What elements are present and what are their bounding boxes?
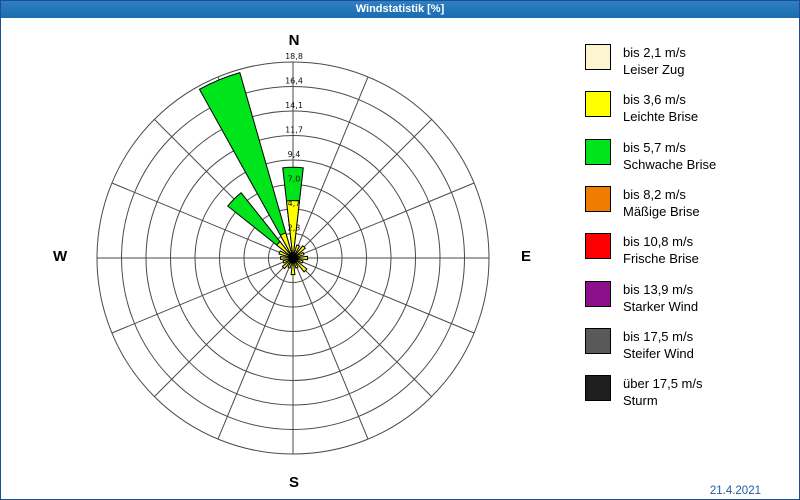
- wind-petal: [291, 257, 295, 263]
- legend-label: bis 5,7 m/s Schwache Brise: [623, 139, 716, 173]
- date-label: 21.4.2021: [709, 485, 761, 497]
- grid-spoke: [154, 257, 294, 397]
- legend-swatch-starker-wind: [585, 280, 611, 307]
- legend-swatch-steifer-wind: [585, 327, 611, 354]
- wind-petal: [279, 232, 294, 259]
- legend-swatch-maessige-brise: [585, 185, 611, 212]
- ring-label: 9,4: [288, 150, 301, 159]
- windrose-chart: 2,3 4,7 7,0 9,4 11,7 14,1 16,4 18,8: [96, 52, 490, 455]
- ring-label: 14,1: [285, 101, 303, 110]
- grid-spoke: [292, 182, 475, 259]
- legend-speed: bis 5,7 m/s: [623, 139, 686, 155]
- legend-desc: Leiser Zug: [623, 62, 685, 78]
- legend-speed: bis 3,6 m/s: [623, 92, 686, 108]
- chart-area: 2,3 4,7 7,0 9,4 11,7 14,1 16,4 18,8 N E S W bis…: [1, 18, 799, 499]
- ring-label: 7,0: [288, 175, 301, 184]
- wind-petal: [291, 252, 295, 259]
- legend-item: bis 17,5 m/s Steifer Wind: [585, 327, 716, 362]
- grid-spoke: [292, 257, 369, 440]
- legend: bis 2,1 m/s Leiser Zug bis 3,6 m/s Leich…: [585, 44, 716, 423]
- legend-swatch-frische-brise: [585, 233, 611, 260]
- legend-swatch-leiser-zug: [585, 44, 611, 70]
- legend-label: bis 13,9 m/s Starker Wind: [623, 281, 698, 315]
- legend-desc: Starker Wind: [623, 298, 699, 314]
- grid-spoke: [292, 119, 432, 259]
- legend-item: über 17,5 m/s Sturm: [585, 375, 716, 409]
- wind-petal: [289, 252, 294, 259]
- wind-petal: [227, 192, 294, 259]
- legend-swatch-sturm: [585, 375, 611, 402]
- grid-spoke: [292, 76, 369, 259]
- wind-petal: [292, 257, 308, 273]
- ring-label: 4,7: [288, 199, 301, 208]
- legend-item: bis 8,2 m/s Mäßige Brise: [585, 185, 716, 220]
- compass-label-south: S: [288, 474, 299, 491]
- legend-label: bis 8,2 m/s Mäßige Brise: [623, 186, 700, 220]
- legend-desc: Leichte Brise: [623, 109, 699, 125]
- legend-swatch-leichte-brise: [585, 91, 611, 118]
- wind-petal: [285, 200, 301, 259]
- grid-spoke: [292, 257, 432, 397]
- grid-spoke: [217, 257, 294, 440]
- window-title: Windstatistik [%]: [355, 3, 445, 15]
- legend-speed: bis 13,9 m/s: [623, 281, 694, 297]
- legend-desc: Schwache Brise: [623, 156, 717, 172]
- legend-item: bis 2,1 m/s Leiser Zug: [585, 44, 716, 78]
- legend-swatch-schwache-brise: [585, 138, 611, 165]
- ring-label: 11,7: [285, 126, 303, 135]
- legend-item: bis 5,7 m/s Schwache Brise: [585, 138, 716, 173]
- legend-speed: bis 8,2 m/s: [623, 186, 686, 202]
- legend-speed: über 17,5 m/s: [623, 376, 703, 392]
- wind-petal: [198, 71, 294, 259]
- wind-petal: [279, 256, 294, 260]
- legend-label: bis 3,6 m/s Leichte Brise: [623, 91, 698, 125]
- ring-label: 2,3: [288, 224, 301, 233]
- legend-item: bis 10,8 m/s Frische Brise: [585, 233, 716, 267]
- window-titlebar: Windstatistik [%]: [1, 1, 799, 18]
- legend-desc: Frische Brise: [623, 251, 699, 267]
- legend-desc: Mäßige Brise: [623, 204, 700, 220]
- compass-label-east: E: [521, 248, 532, 265]
- wind-petal: [292, 255, 309, 261]
- wind-petal: [290, 257, 296, 276]
- legend-item: bis 3,6 m/s Leichte Brise: [585, 91, 716, 125]
- ring-label: 16,4: [285, 77, 303, 86]
- legend-desc: Steifer Wind: [623, 346, 694, 362]
- grid-spoke: [111, 182, 294, 259]
- grid-spoke: [292, 257, 475, 334]
- wind-petal: [288, 256, 294, 260]
- legend-label: bis 10,8 m/s Frische Brise: [623, 233, 699, 267]
- legend-speed: bis 10,8 m/s: [623, 234, 694, 250]
- legend-label: bis 2,1 m/s Leiser Zug: [623, 44, 686, 78]
- wind-petal: [275, 240, 294, 259]
- legend-desc: Sturm: [623, 393, 658, 409]
- legend-speed: bis 2,1 m/s: [623, 45, 686, 60]
- wind-petal: [292, 256, 298, 260]
- grid-spoke: [111, 257, 294, 334]
- legend-item: bis 13,9 m/s Starker Wind: [585, 280, 716, 315]
- compass-label-west: W: [53, 248, 68, 265]
- legend-label: über 17,5 m/s Sturm: [623, 375, 703, 409]
- ring-label: 18,8: [285, 52, 303, 61]
- legend-label: bis 17,5 m/s Steifer Wind: [623, 328, 694, 362]
- legend-speed: bis 17,5 m/s: [623, 328, 694, 344]
- compass-label-north: N: [288, 32, 300, 49]
